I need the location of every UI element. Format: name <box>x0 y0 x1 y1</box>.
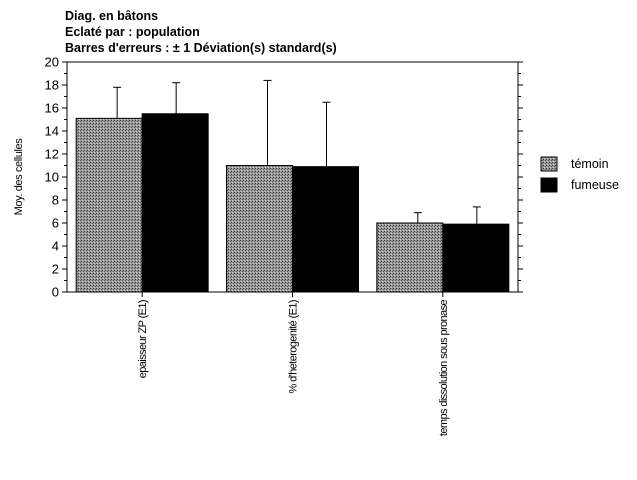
chart-title-line-2: Eclaté par : population <box>65 25 200 39</box>
x-tick-label: epaisseur ZP (E1) <box>137 300 149 378</box>
y-tick-label: 18 <box>45 78 59 93</box>
y-tick-label: 16 <box>45 101 59 116</box>
bar-fumeuse <box>442 223 510 293</box>
bar-fumeuse <box>292 166 359 293</box>
y-tick-label: 14 <box>45 124 59 139</box>
legend-label: fumeuse <box>571 178 619 192</box>
bar-temoin <box>75 117 143 293</box>
x-tick-label: % d'heterogenité (E1) <box>288 300 300 393</box>
y-tick-label: 20 <box>45 55 59 70</box>
legend-label: témoin <box>571 157 609 171</box>
legend: témoin fumeuse <box>540 156 619 193</box>
chart-title-line-1: Diag. en bâtons <box>65 9 159 23</box>
bar-fumeuse <box>141 113 209 293</box>
y-tick-label: 8 <box>52 193 59 208</box>
bar-temoin <box>226 165 293 293</box>
x-tick-label: temps dissolution sous pronase <box>438 300 450 437</box>
y-tick-label: 10 <box>45 170 59 185</box>
y-tick-label: 12 <box>45 147 59 162</box>
bar-temoin <box>376 222 444 293</box>
y-tick-label: 6 <box>52 216 59 231</box>
legend-swatch-temoin <box>540 156 558 172</box>
y-tick-label: 4 <box>52 239 59 254</box>
y-tick-label: 0 <box>52 285 59 300</box>
y-tick-label: 2 <box>52 262 59 277</box>
y-axis-label: Moy. des cellules <box>13 138 25 216</box>
legend-swatch-fumeuse <box>540 177 558 193</box>
chart-title-line-3: Barres d'erreurs : ± 1 Déviation(s) stan… <box>65 41 337 55</box>
